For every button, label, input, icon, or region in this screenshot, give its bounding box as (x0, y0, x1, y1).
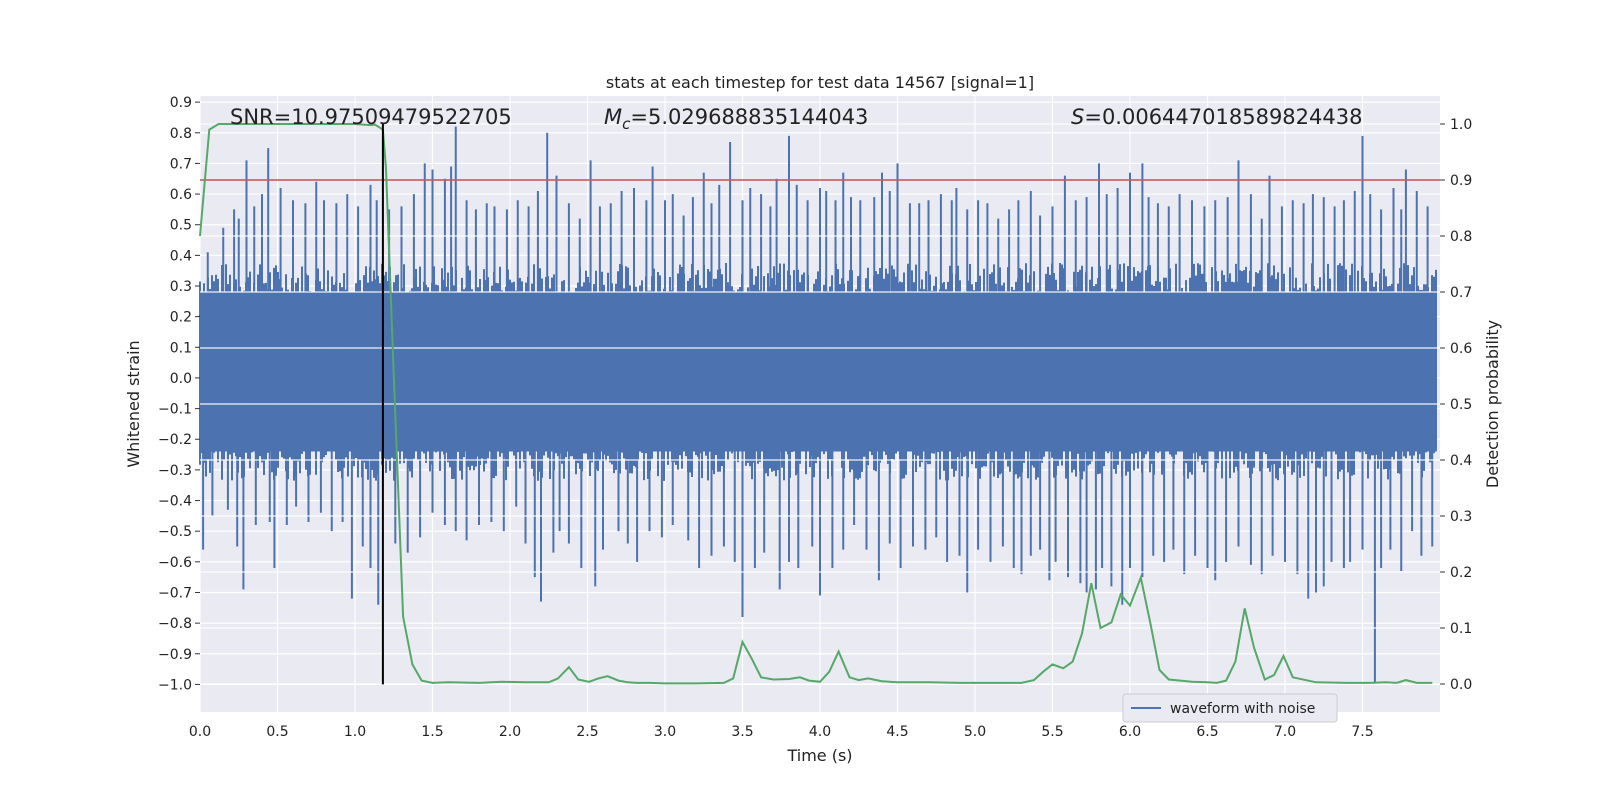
y-tick-label: 0.9 (170, 95, 192, 111)
y-tick-label: −0.6 (158, 555, 192, 571)
x-axis-label: Time (s) (786, 746, 852, 765)
x-tick-label: 5.5 (1041, 724, 1063, 740)
chart-title: stats at each timestep for test data 145… (606, 73, 1034, 92)
y2-axis-label: Detection probability (1483, 320, 1502, 488)
y2-tick-label: 0.6 (1450, 341, 1472, 357)
y-tick-label: −1.0 (158, 677, 192, 693)
y-tick-label: −0.3 (158, 463, 192, 479)
x-tick-label: 7.5 (1351, 724, 1373, 740)
y2-tick-label: 0.0 (1450, 677, 1472, 693)
y2-tick-label: 0.2 (1450, 565, 1472, 581)
legend-label: waveform with noise (1170, 701, 1315, 717)
legend-box (1122, 693, 1338, 723)
x-tick-label: 7.0 (1274, 724, 1296, 740)
y-tick-label: 0.5 (170, 218, 192, 234)
x-tick-label: 4.5 (886, 724, 908, 740)
y-tick-label: −0.1 (158, 402, 192, 418)
y2-tick-label: 0.4 (1450, 453, 1472, 469)
x-tick-label: 0.5 (266, 724, 288, 740)
y-tick-label: −0.4 (158, 494, 192, 510)
y-tick-label: 0.0 (170, 371, 192, 387)
y2-tick-label: 0.8 (1450, 229, 1472, 245)
y2-tick-label: 0.5 (1450, 397, 1472, 413)
x-tick-label: 4.0 (809, 724, 831, 740)
y2-tick-label: 1.0 (1450, 117, 1472, 133)
x-tick-label: 0.0 (189, 724, 211, 740)
overlay (199, 123, 1440, 685)
y-tick-label: −0.9 (158, 647, 192, 663)
x-tick-label: 6.5 (1196, 724, 1218, 740)
waveform-band (200, 292, 1437, 452)
y2-tick-label: 0.1 (1450, 621, 1472, 637)
x-tick-label: 6.0 (1119, 724, 1141, 740)
detection-probability-line (199, 123, 1433, 685)
x-tick-label: 2.0 (499, 724, 521, 740)
snr-annotation: SNR=10.97509479522705 (230, 105, 512, 129)
ticks: 0.0 0.5 1.0 1.5 2.0 2.5 3.0 3.5 4.0 4.5 5.0 5.5 6.0 6… (158, 95, 1472, 740)
y-tick-label: 0.7 (170, 156, 192, 172)
s-annotation: S=0.006447018589824438 (1071, 105, 1362, 129)
y-axis-label: Whitened strain (124, 340, 143, 467)
y-tick-label: −0.8 (158, 616, 192, 632)
y2-tick-label: 0.7 (1450, 285, 1472, 301)
y-tick-label: 0.2 (170, 310, 192, 326)
y-tick-label: −0.2 (158, 432, 192, 448)
x-tick-label: 2.5 (576, 724, 598, 740)
y2-tick-label: 0.3 (1450, 509, 1472, 525)
x-tick-label: 3.0 (654, 724, 676, 740)
waveform-series (199, 126, 1437, 685)
y-tick-label: 0.1 (170, 340, 192, 356)
y2-tick-label: 0.9 (1450, 173, 1472, 189)
x-tick-label: 1.5 (421, 724, 443, 740)
y-tick-label: 0.6 (170, 187, 192, 203)
y-tick-label: −0.7 (158, 585, 192, 601)
legend: waveform with noise (1122, 693, 1338, 723)
chirp-mass-value: =5.029688835144043 (630, 105, 868, 129)
x-tick-label: 3.5 (731, 724, 753, 740)
y-tick-label: 0.4 (170, 248, 192, 264)
x-tick-label: 1.0 (344, 724, 366, 740)
y-tick-label: 0.8 (170, 126, 192, 142)
chirp-mass-subscript: c (622, 115, 631, 133)
x-tick-label: 5.0 (964, 724, 986, 740)
s-symbol: S (1071, 105, 1084, 129)
chirp-mass-annotation: Mc=5.029688835144043 (604, 105, 868, 133)
s-value: =0.006447018589824438 (1084, 105, 1362, 129)
y-tick-label: −0.5 (158, 524, 192, 540)
y-tick-label: 0.3 (170, 279, 192, 295)
chirp-mass-symbol: M (604, 105, 622, 129)
